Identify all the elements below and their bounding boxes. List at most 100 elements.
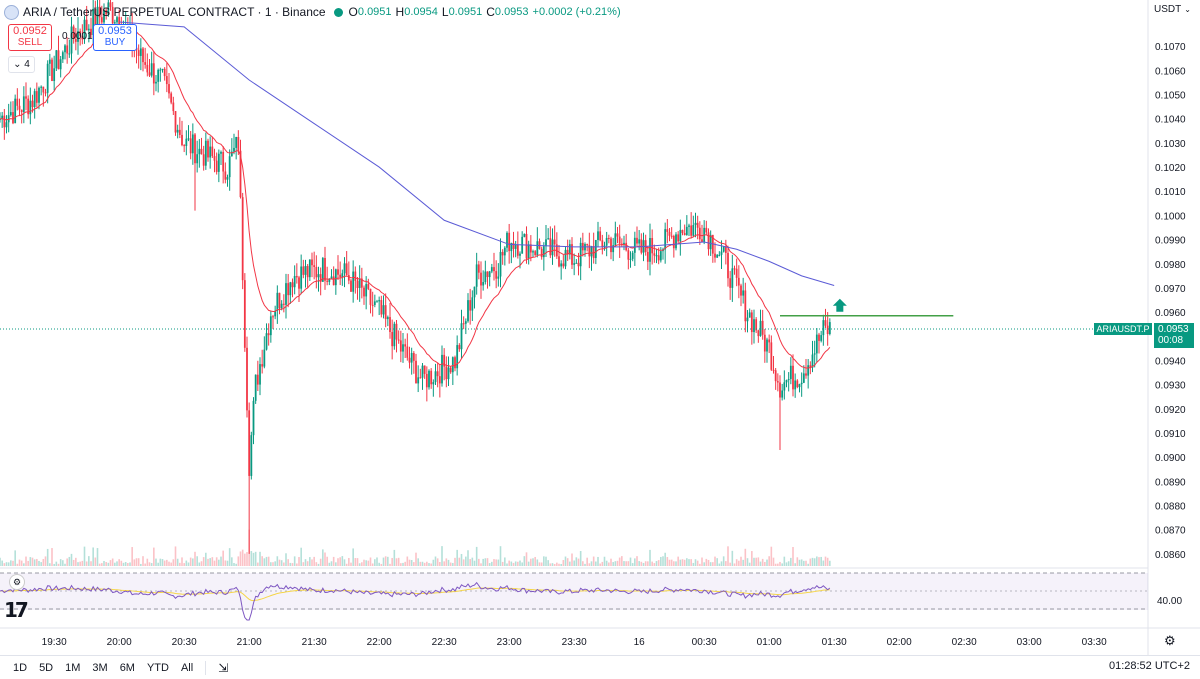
currency-selector[interactable]: USDT ⌄ (1154, 4, 1191, 15)
volume-bar (20, 560, 23, 566)
clock[interactable]: 01:28:52 UTC+2 (1108, 660, 1190, 672)
candle-body (380, 300, 383, 315)
volume-bar (274, 561, 276, 566)
volume-bar (133, 559, 136, 566)
volume-bar (599, 563, 601, 566)
volume-bar (311, 559, 313, 566)
candle-body (376, 301, 378, 303)
buy-button[interactable]: 0.0953 BUY (93, 24, 137, 51)
indicators-toggle[interactable]: ⌄ 4 (8, 56, 35, 73)
volume-bar (688, 559, 690, 566)
volume-bar (352, 548, 354, 566)
candle-body (508, 232, 511, 252)
spread-value: 0.0001 (62, 31, 93, 42)
candle-body (189, 138, 192, 154)
candle-body (692, 225, 695, 236)
candle-body (215, 160, 218, 172)
volume-bar (709, 562, 712, 566)
volume-bar (636, 556, 638, 566)
volume-bar (456, 549, 458, 566)
volume-bar (543, 556, 545, 566)
candle-body (233, 147, 235, 152)
candle-body (675, 234, 677, 249)
volume-bar (731, 550, 734, 566)
candle-body (211, 146, 214, 157)
range-6m-button[interactable]: 6M (119, 661, 135, 674)
volume-bar (694, 559, 697, 566)
high-label: H (395, 5, 405, 19)
chart-header: ARIA / TetherUS PERPETUAL CONTRACT · 1 ·… (4, 3, 625, 21)
volume-bar (488, 563, 491, 566)
volume-bar (14, 550, 16, 566)
volume-bar (426, 561, 428, 566)
range-5d-button[interactable]: 5D (39, 661, 54, 674)
candle-body (631, 252, 634, 259)
candle-body (560, 263, 563, 267)
range-1d-button[interactable]: 1D (13, 661, 28, 674)
volume-bar (460, 553, 463, 566)
volume-bar (83, 546, 86, 566)
volume-bar (436, 558, 439, 566)
volume-bar (740, 556, 742, 566)
candle-body (272, 316, 274, 318)
range-3m-button[interactable]: 3M (92, 661, 108, 674)
candle-body (495, 271, 498, 279)
candle-body (664, 229, 667, 250)
candle-body (640, 239, 643, 253)
candle-body (659, 251, 662, 261)
settings-gear-icon[interactable]: ⚙ (1164, 633, 1176, 648)
range-ytd-button[interactable]: YTD (146, 661, 169, 674)
calendar-goto-icon[interactable]: ⇲ (218, 660, 229, 675)
time-tick-label: 01:30 (822, 637, 847, 648)
candle-body (98, 6, 101, 18)
candle-body (781, 390, 784, 398)
volume-bar (29, 557, 32, 566)
volume-bar (770, 546, 773, 566)
volume-bar (168, 561, 170, 566)
tradingview-logo-icon[interactable]: 17 (4, 598, 29, 622)
candle-body (278, 292, 281, 309)
volume-bar (753, 557, 755, 566)
symbol-title[interactable]: ARIA / TetherUS PERPETUAL CONTRACT · 1 ·… (23, 5, 326, 19)
volume-bar (313, 556, 315, 566)
candle-body (818, 334, 820, 341)
volume-bar (261, 556, 263, 566)
candle-body (731, 268, 734, 288)
candle-body (594, 239, 597, 259)
volume-bar (94, 557, 97, 566)
candle-body (64, 45, 66, 53)
time-tick-label: 00:30 (692, 637, 717, 648)
volume-bar (813, 558, 816, 566)
volume-bar (107, 562, 110, 566)
candle-body (319, 274, 322, 282)
sell-button[interactable]: 0.0952 SELL (8, 24, 52, 51)
candle-body (792, 365, 794, 390)
range-1m-button[interactable]: 1M (65, 661, 81, 674)
candle-body (633, 237, 636, 253)
volume-bar (285, 553, 287, 566)
candle-body (430, 370, 433, 385)
candle-body (33, 91, 36, 108)
volume-bar (46, 548, 49, 566)
volume-bar (0, 557, 1, 566)
range-all-button[interactable]: All (180, 661, 194, 674)
volume-bar (664, 552, 666, 566)
candle-body (410, 353, 413, 363)
candle-body (170, 93, 173, 103)
candle-body (181, 134, 183, 146)
volume-bar (807, 563, 809, 566)
candle-body (354, 271, 357, 281)
volume-bar (458, 557, 461, 566)
candle-body (274, 310, 277, 317)
candle-body (185, 138, 188, 146)
volume-bar (244, 553, 246, 566)
candle-body (805, 373, 807, 376)
rsi-indicator-icon[interactable]: ⚙ (9, 574, 25, 590)
candle-body (85, 19, 88, 31)
candle-body (293, 276, 296, 288)
candle-body (733, 268, 736, 270)
volume-bar (135, 558, 138, 566)
volume-bar (218, 559, 220, 566)
volume-bar (447, 559, 450, 566)
